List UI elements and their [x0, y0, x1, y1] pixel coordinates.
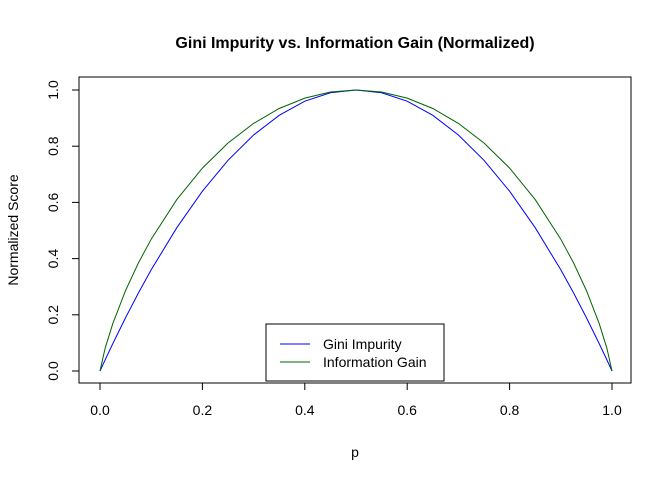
chart-title: Gini Impurity vs. Information Gain (Norm…	[175, 35, 534, 52]
x-tick-label: 0.6	[397, 402, 417, 418]
x-tick-label: 0.0	[90, 402, 110, 418]
legend-label-gini: Gini Impurity	[323, 336, 402, 352]
legend-label-info-gain: Information Gain	[323, 354, 427, 370]
legend-box	[265, 323, 445, 382]
y-tick-label: 0.2	[45, 305, 61, 325]
legend: Gini Impurity Information Gain	[265, 323, 445, 382]
x-tick-label: 1.0	[602, 402, 622, 418]
y-tick-label: 0.8	[45, 136, 61, 156]
x-tick-label: 0.2	[193, 402, 213, 418]
y-axis-label: Normalized Score	[5, 174, 21, 285]
x-tick-label: 0.8	[500, 402, 520, 418]
y-tick-label: 0.6	[45, 192, 61, 212]
y-tick-label: 0.0	[45, 361, 61, 381]
series-line-info-gain	[99, 89, 613, 372]
y-tick-label: 1.0	[45, 80, 61, 100]
y-tick-label: 0.4	[45, 249, 61, 269]
x-tick-label: 0.4	[295, 402, 315, 418]
x-axis-label: p	[351, 444, 359, 460]
